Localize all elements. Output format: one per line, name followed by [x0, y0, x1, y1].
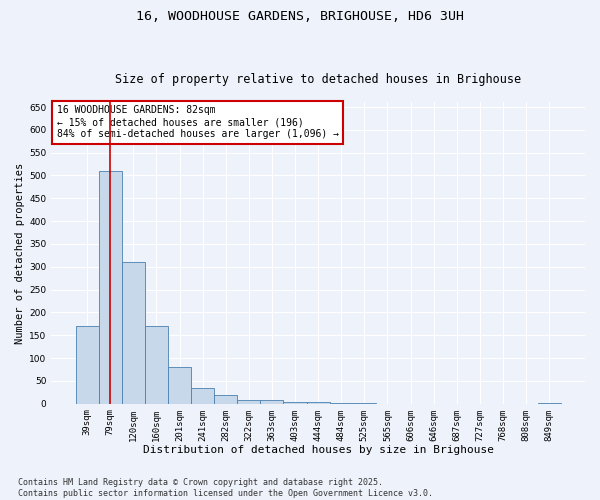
Bar [191, 388, 214, 404]
Text: Contains HM Land Registry data © Crown copyright and database right 2025.
Contai: Contains HM Land Registry data © Crown c… [18, 478, 433, 498]
Bar [329, 403, 353, 404]
Bar [283, 402, 307, 404]
Text: 16 WOODHOUSE GARDENS: 82sqm
← 15% of detached houses are smaller (196)
84% of se: 16 WOODHOUSE GARDENS: 82sqm ← 15% of det… [56, 106, 338, 138]
Bar [168, 367, 191, 404]
Bar [214, 394, 237, 404]
Bar [307, 402, 329, 404]
Bar [76, 326, 98, 404]
X-axis label: Distribution of detached houses by size in Brighouse: Distribution of detached houses by size … [143, 445, 494, 455]
Text: 16, WOODHOUSE GARDENS, BRIGHOUSE, HD6 3UH: 16, WOODHOUSE GARDENS, BRIGHOUSE, HD6 3U… [136, 10, 464, 23]
Y-axis label: Number of detached properties: Number of detached properties [15, 162, 25, 344]
Title: Size of property relative to detached houses in Brighouse: Size of property relative to detached ho… [115, 73, 521, 86]
Bar [237, 400, 260, 404]
Bar [260, 400, 283, 404]
Bar [538, 403, 561, 404]
Bar [145, 326, 168, 404]
Bar [98, 171, 122, 404]
Bar [122, 262, 145, 404]
